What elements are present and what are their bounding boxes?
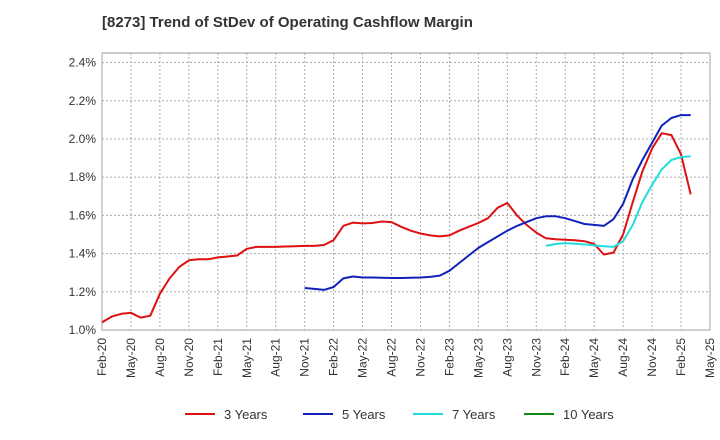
x-tick-label: Feb-23 (442, 338, 456, 376)
x-tick-label: Aug-24 (616, 338, 630, 377)
y-tick-label: 2.4% (69, 56, 97, 70)
x-tick-label: May-24 (587, 338, 601, 378)
series-line-1 (304, 114, 691, 291)
x-tick-label: May-23 (471, 338, 485, 378)
x-tick-label: Feb-22 (327, 338, 341, 376)
chart-title: [8273] Trend of StDev of Operating Cashf… (102, 14, 473, 31)
legend-label: 3 Years (224, 407, 268, 422)
y-tick-label: 1.4% (69, 247, 97, 261)
legend: 3 Years 5 Years 7 Years 10 Years (185, 407, 614, 422)
x-tick-label: May-22 (356, 338, 370, 378)
y-tick-label: 2.2% (69, 94, 97, 108)
x-tick-label: Feb-25 (674, 338, 688, 376)
x-tick-label: Nov-21 (298, 338, 312, 377)
y-tick-label: 1.2% (69, 285, 97, 299)
plot-area (101, 52, 711, 331)
series-lines (101, 114, 692, 324)
x-tick-label: May-20 (124, 338, 138, 378)
x-tick-label: Aug-22 (385, 338, 399, 377)
x-tick-label: May-21 (240, 338, 254, 378)
x-axis-ticks: Feb-20 May-20 Aug-20 Nov-20 Feb-21 May-21 Aug-… (95, 338, 717, 378)
x-tick-label: Nov-24 (645, 338, 659, 377)
x-tick-label: Nov-22 (413, 338, 427, 377)
x-tick-label: Feb-24 (558, 338, 572, 376)
legend-label: 7 Years (452, 407, 496, 422)
y-tick-label: 1.8% (69, 170, 97, 184)
y-tick-label: 1.0% (69, 323, 97, 337)
legend-label: 10 Years (563, 407, 614, 422)
legend-label: 5 Years (342, 407, 386, 422)
grid (101, 53, 711, 331)
x-tick-label: Aug-23 (500, 338, 514, 377)
x-tick-label: Feb-20 (95, 338, 109, 376)
x-tick-label: May-25 (703, 338, 717, 378)
series-line-2 (545, 155, 691, 248)
y-tick-label: 1.6% (69, 208, 97, 222)
y-tick-label: 2.0% (69, 132, 97, 146)
x-tick-label: Aug-20 (153, 338, 167, 377)
x-tick-label: Feb-21 (211, 338, 225, 376)
y-axis-ticks: 1.0% 1.2% 1.4% 1.6% 1.8% 2.0% 2.2% 2.4% (69, 56, 97, 337)
x-tick-label: Nov-20 (182, 338, 196, 377)
x-tick-label: Aug-21 (269, 338, 283, 377)
x-tick-label: Nov-23 (529, 338, 543, 377)
series-line-0 (101, 132, 692, 324)
